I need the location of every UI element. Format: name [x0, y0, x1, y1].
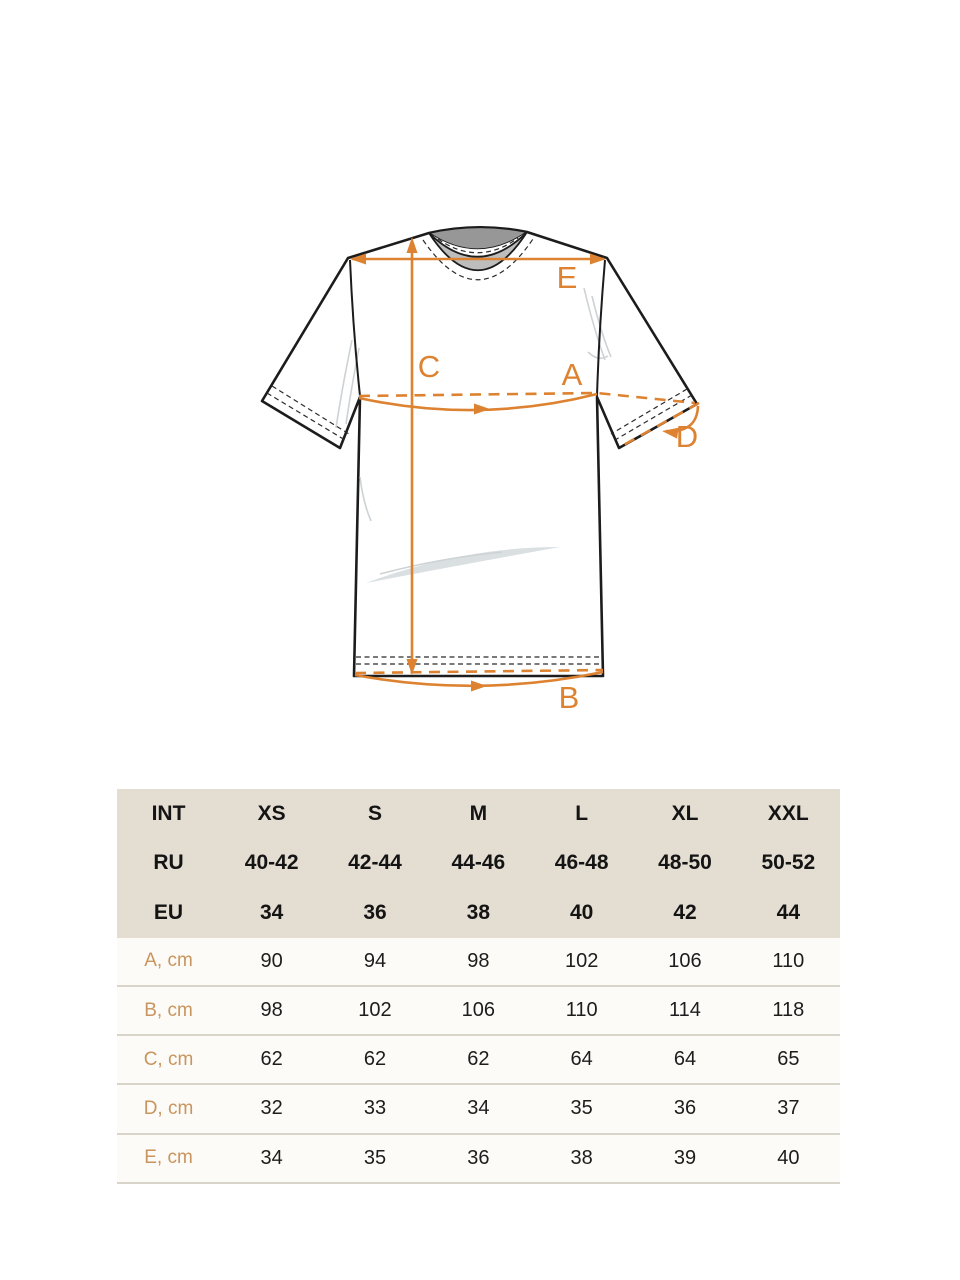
tshirt-measurement-diagram: E C A D B — [260, 225, 700, 715]
tshirt-silhouette — [260, 225, 699, 678]
measure-label-c: C — [418, 349, 440, 384]
size-table-cell: XS — [257, 801, 286, 825]
size-table-body: A, cm 90 94 98 102 106 110 B, cm 98 102 106 110 114 1… — [117, 937, 840, 1184]
size-table-cell: 48-50 — [658, 851, 712, 875]
size-table-cell: 98 — [467, 949, 490, 972]
size-system-row: EU 34 36 38 40 42 44 — [117, 888, 840, 938]
size-table-cell: XL — [671, 801, 699, 825]
size-table-cell: 94 — [363, 949, 387, 972]
measure-b: B — [354, 668, 604, 715]
size-table-cell: 42-44 — [348, 851, 402, 875]
size-table-cell: 110 — [565, 999, 598, 1022]
measurement-row: E, cm 34 35 36 38 39 40 — [117, 1134, 840, 1184]
size-table: INT XS S M L XL XXL RU 40-42 42-44 44-46 46-48 48-50… — [117, 789, 840, 1184]
size-table-cell: 62 — [467, 1048, 490, 1071]
size-table-cell: 38 — [466, 900, 490, 924]
size-table-cell: 33 — [363, 1097, 387, 1120]
size-table-cell: 36 — [467, 1146, 490, 1169]
armhole-seam-left — [349, 259, 361, 397]
measurement-row: D, cm 32 33 34 35 36 37 — [117, 1085, 840, 1135]
size-table-cell: 39 — [673, 1146, 697, 1169]
measure-c: C — [406, 237, 440, 675]
row-label: B, cm — [144, 999, 193, 1021]
size-table-cell: 118 — [772, 999, 805, 1022]
measure-label-e: E — [557, 260, 578, 295]
row-label: INT — [151, 801, 186, 825]
measurement-row: B, cm 98 102 106 110 114 118 — [117, 986, 840, 1037]
row-label: E, cm — [144, 1147, 193, 1169]
measure-label-d: D — [676, 419, 698, 454]
size-table-cell: 106 — [668, 949, 702, 972]
size-table-cell: 35 — [570, 1097, 593, 1120]
size-table-cell: M — [469, 801, 488, 825]
collar-inner-stitch — [437, 237, 519, 254]
size-table-cell: XXL — [767, 801, 809, 825]
size-table-cell: 34 — [467, 1097, 490, 1120]
size-table-cell: 35 — [363, 1146, 387, 1169]
collar — [422, 226, 534, 281]
size-table-cell: 36 — [673, 1097, 697, 1120]
row-label: D, cm — [143, 1097, 194, 1119]
size-table-cell: 34 — [259, 900, 284, 924]
size-system-row: RU 40-42 42-44 44-46 46-48 48-50 50-52 — [117, 839, 840, 889]
size-table-cell: 90 — [260, 949, 283, 972]
armhole-seam-right — [596, 259, 606, 397]
size-table-cell: 98 — [260, 999, 283, 1022]
size-table-cell: 102 — [564, 949, 599, 972]
size-table-cell: 44 — [776, 900, 800, 924]
size-table-cell: 46-48 — [554, 851, 609, 875]
size-table-cell: S — [367, 801, 382, 825]
size-table-cell: 32 — [260, 1097, 283, 1120]
size-table-cell: 40-42 — [244, 851, 299, 875]
row-label: EU — [153, 900, 184, 924]
size-table-cell: 36 — [363, 900, 387, 924]
measurement-row: C, cm 62 62 62 64 64 65 — [117, 1036, 840, 1086]
size-table-cell: 34 — [260, 1146, 283, 1169]
row-label: A, cm — [144, 950, 193, 972]
size-table-cell: 50-52 — [761, 851, 816, 875]
hem-stitching — [266, 385, 693, 665]
size-system-row: INT XS S M L XL XXL — [117, 789, 840, 839]
measure-label-a: A — [562, 357, 583, 392]
size-table-cell: L — [575, 801, 589, 825]
collar-outer-stitch — [422, 238, 534, 281]
row-label: RU — [153, 851, 184, 875]
size-table-cell: 65 — [777, 1048, 800, 1071]
size-table-cell: 37 — [777, 1097, 800, 1120]
size-table-header: INT XS S M L XL XXL RU 40-42 42-44 44-46 46-48 48-50… — [117, 789, 840, 938]
size-table-cell: 102 — [358, 999, 392, 1022]
collar-front-band — [428, 231, 528, 271]
size-table-cell: 64 — [570, 1048, 593, 1071]
measurement-row: A, cm 90 94 98 102 106 110 — [117, 937, 840, 987]
row-label: C, cm — [143, 1048, 194, 1070]
measure-e: E — [350, 253, 606, 295]
size-table-cell: 114 — [669, 999, 701, 1022]
size-table-cell: 42 — [673, 900, 697, 924]
size-table-cell: 62 — [363, 1048, 387, 1071]
size-table-cell: 62 — [260, 1048, 283, 1071]
size-table-cell: 38 — [570, 1146, 593, 1169]
size-table-cell: 40 — [777, 1146, 800, 1169]
size-table-cell: 44-46 — [451, 851, 506, 875]
measure-label-b: B — [559, 680, 580, 715]
size-table-cell: 110 — [772, 949, 805, 972]
measure-a: A — [358, 357, 696, 415]
tshirt-diagram-svg: E C A D B — [260, 225, 700, 715]
size-table-cell: 64 — [673, 1048, 697, 1071]
size-table-cell: 40 — [569, 900, 594, 924]
size-table-cell: 106 — [461, 999, 496, 1022]
measure-d: D — [619, 401, 700, 454]
